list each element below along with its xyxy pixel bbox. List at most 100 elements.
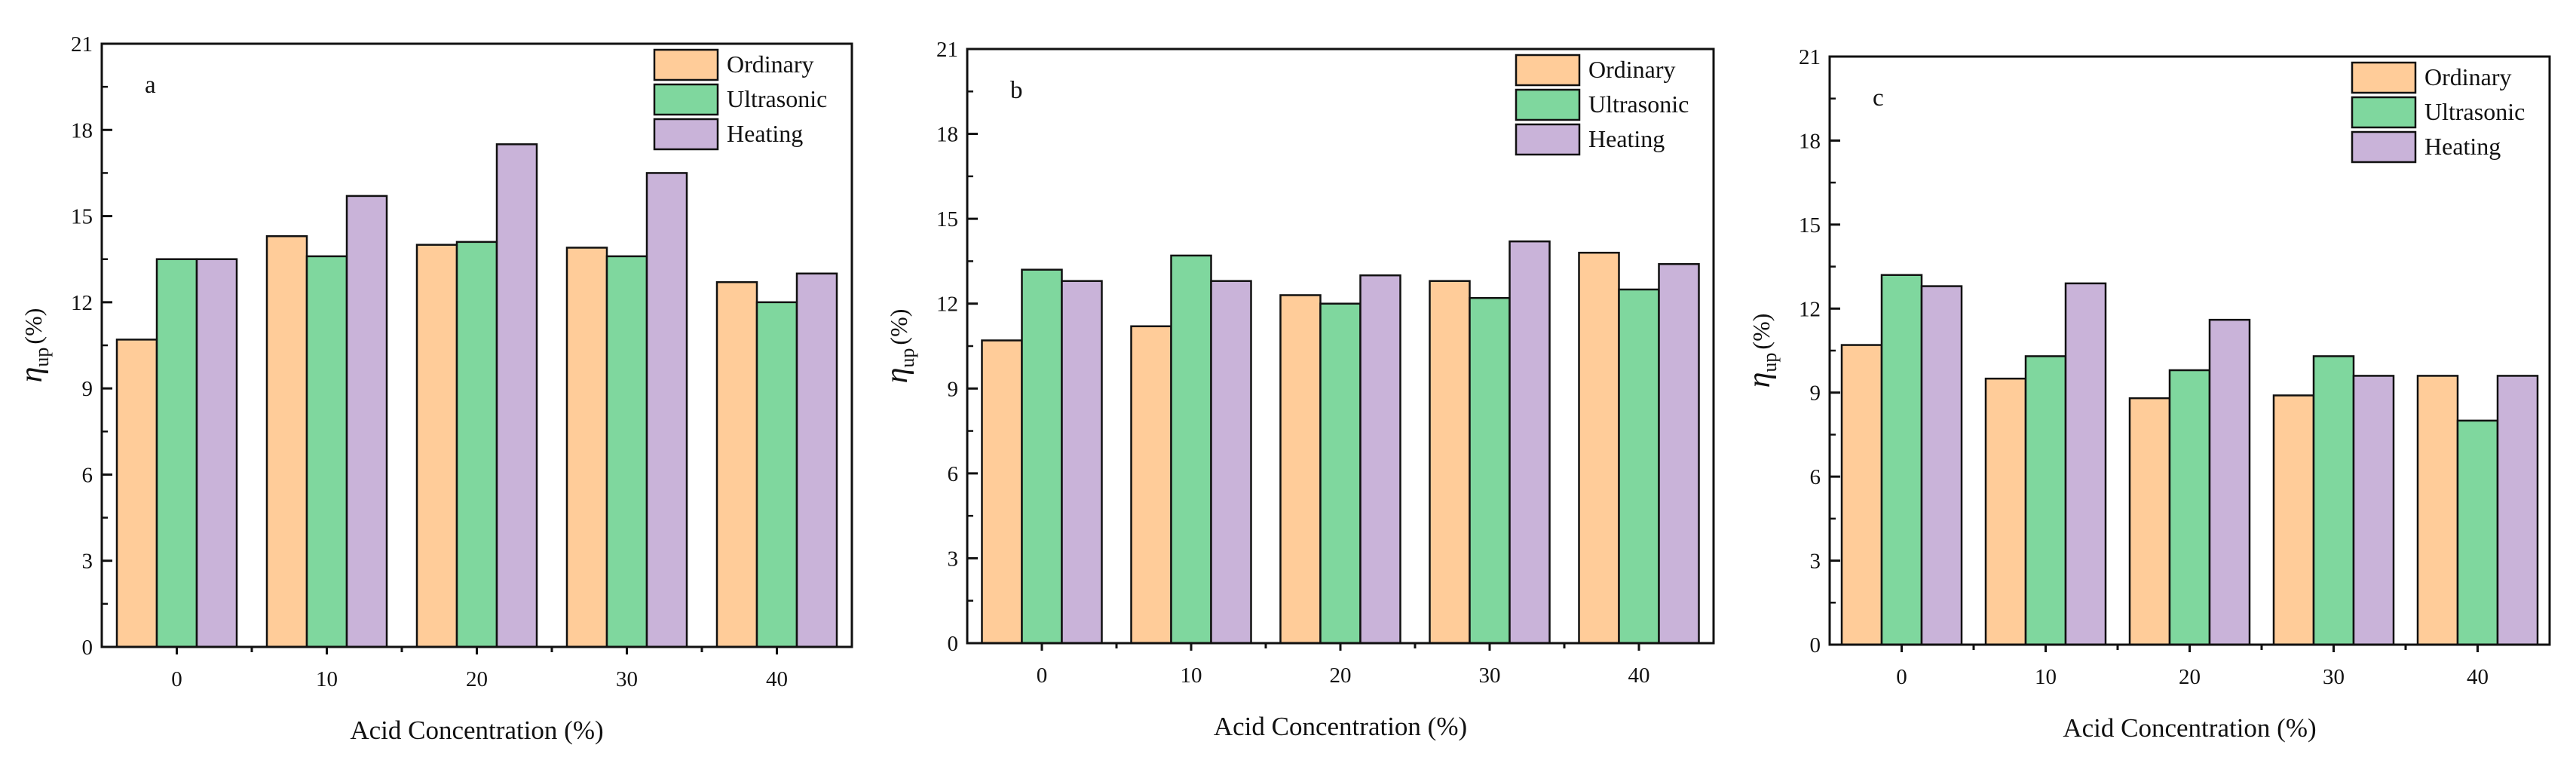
x-tick-label: 10 [1181,664,1202,688]
x-axis-title: Acid Concentration (%) [2063,713,2316,743]
y-tick-label: 6 [948,462,959,486]
y-tick-label: 21 [1799,45,1821,69]
bar-ultrasonic-10 [2024,355,2067,646]
bar-ordinary-0 [1840,344,1883,646]
bar-heating-40 [2496,375,2539,646]
y-tick-label: 0 [82,636,93,660]
x-tick-label: 0 [1896,665,1907,689]
y-tick-label: 21 [936,38,958,62]
bar-heating-20 [1359,274,1401,645]
x-tick-label: 20 [1330,664,1352,688]
y-axis-title: ηup (%) [14,308,53,383]
y-tick-label: 6 [82,463,93,487]
bar-heating-20 [2208,318,2251,646]
bar-heating-10 [345,195,388,648]
bar-ultrasonic-40 [1618,288,1660,645]
legend-label-ultrasonic: Ultrasonic [1588,90,1689,118]
y-axis-title: ηup (%) [880,309,918,384]
legend-label-ultrasonic: Ultrasonic [727,85,827,112]
bar-ordinary-20 [415,244,458,648]
panel-label: c [1873,84,1884,112]
bar-heating-40 [1658,262,1700,645]
bar-ultrasonic-0 [1880,274,1923,646]
y-tick-label: 15 [936,207,958,231]
bar-ordinary-40 [2416,375,2459,646]
bar-ultrasonic-0 [155,258,198,648]
bar-ultrasonic-30 [605,255,648,648]
x-axis-title: Acid Concentration (%) [1214,712,1467,741]
legend-swatch-ultrasonic [1515,88,1581,121]
panel-label: b [1010,77,1023,104]
bar-ultrasonic-30 [1469,296,1511,645]
y-axis-title-symbol: η [880,368,914,384]
bar-ultrasonic-0 [1021,268,1063,645]
y-tick-label: 0 [948,632,959,656]
y-axis-title-unit: (%) [1747,314,1775,350]
x-tick-label: 30 [1479,664,1501,688]
bar-heating-30 [1509,240,1551,645]
y-tick-label: 9 [1810,382,1821,406]
y-tick-label: 9 [82,377,93,401]
y-axis-title-subscript: up [1759,353,1781,372]
bar-heating-30 [645,172,688,648]
y-tick-label: 6 [1810,465,1821,489]
bar-ultrasonic-20 [1319,302,1362,645]
y-tick-label: 12 [936,293,958,317]
x-tick-label: 20 [2179,665,2201,689]
bar-ordinary-10 [265,234,308,648]
x-tick-label: 40 [766,667,788,691]
y-tick-label: 9 [948,377,959,401]
legend-swatch-ordinary [2351,61,2417,94]
y-axis-title-unit: (%) [20,308,47,345]
bar-heating-10 [1210,280,1252,645]
x-tick-label: 30 [2323,665,2345,689]
bar-heating-0 [1061,280,1103,645]
bar-heating-30 [2352,375,2395,646]
y-axis-title-unit: (%) [885,309,912,345]
bar-ultrasonic-20 [2168,369,2211,646]
y-tick-label: 3 [948,547,959,571]
bar-ultrasonic-10 [305,255,348,648]
legend-swatch-heating [2351,130,2417,164]
x-axis-title: Acid Concentration (%) [350,716,603,745]
bar-heating-0 [1920,285,1963,646]
x-tick-label: 20 [466,667,488,691]
x-tick-label: 10 [2035,665,2057,689]
bar-heating-0 [195,258,238,648]
bar-ordinary-40 [715,280,758,648]
bar-ordinary-10 [1984,377,2027,646]
bar-ordinary-30 [2272,394,2315,646]
panel-label: a [145,72,156,99]
bar-ordinary-0 [115,339,158,648]
bar-heating-10 [2064,282,2107,646]
y-tick-label: 18 [71,118,93,143]
y-tick-label: 15 [71,205,93,229]
bar-ordinary-20 [2128,397,2171,646]
x-tick-label: 40 [1628,664,1650,688]
legend-swatch-ordinary [1515,54,1581,87]
y-tick-label: 12 [1799,297,1821,321]
y-axis-title-symbol: η [1742,372,1777,388]
legend-label-ordinary: Ordinary [1588,56,1676,83]
y-tick-label: 3 [82,550,93,574]
x-tick-label: 0 [171,667,182,691]
legend-swatch-ordinary [653,48,719,81]
chart-panel-a: 0 3 6 9 12 15 18 21 0 10 20 30 40 Acid Concentration … [14,32,853,745]
x-tick-label: 0 [1037,664,1048,688]
bar-heating-20 [495,143,538,648]
bar-ordinary-30 [565,247,608,648]
legend-swatch-ultrasonic [653,83,719,116]
legend-swatch-ultrasonic [2351,96,2417,129]
y-axis-title-subscript: up [896,348,918,368]
bar-ordinary-10 [1130,325,1172,645]
y-tick-label: 15 [1799,213,1821,238]
legend-label-ordinary: Ordinary [727,51,814,78]
legend-label-heating: Heating [1588,125,1665,152]
legend-label-heating: Heating [2424,133,2501,160]
y-tick-label: 18 [1799,129,1821,153]
bar-ordinary-0 [981,339,1023,645]
y-tick-label: 18 [936,123,958,147]
bar-ordinary-40 [1578,251,1620,645]
